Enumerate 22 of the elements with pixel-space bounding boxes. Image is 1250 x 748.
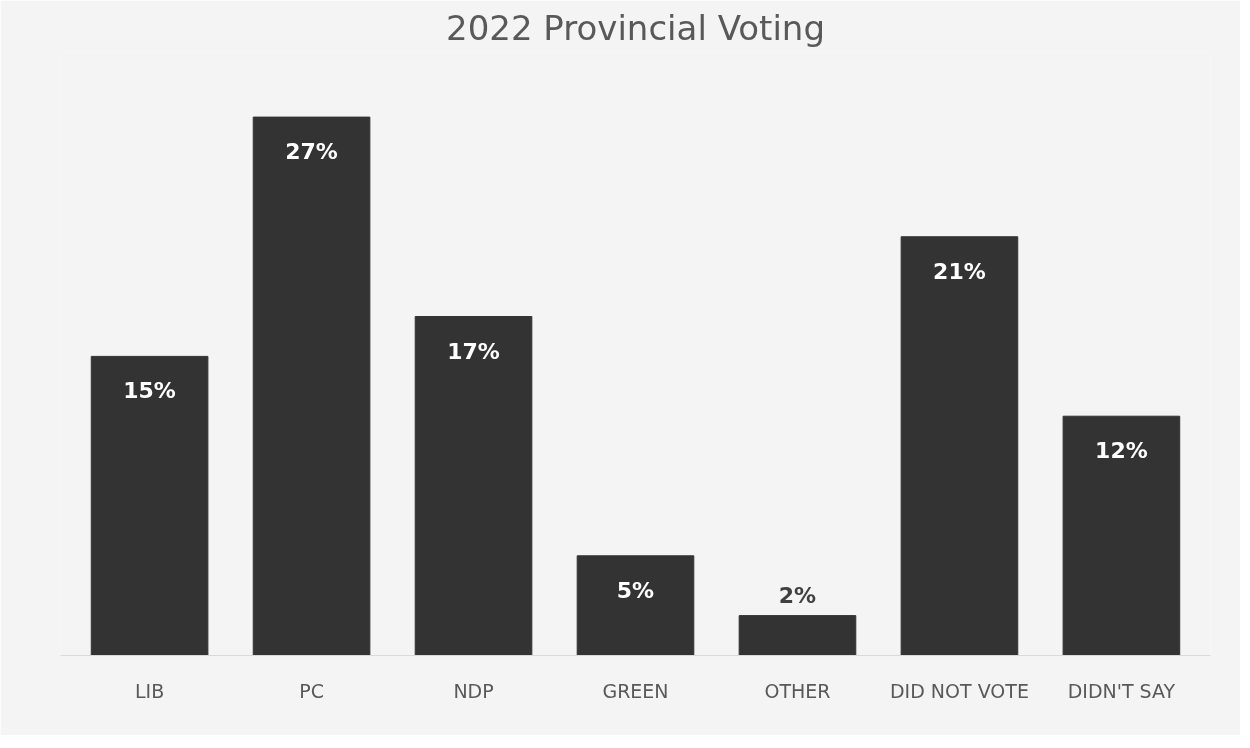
data-label: 5% bbox=[616, 577, 655, 603]
data-label: 12% bbox=[1095, 438, 1148, 464]
bar bbox=[1062, 415, 1181, 656]
data-label: 15% bbox=[123, 378, 176, 404]
data-label: 27% bbox=[285, 139, 338, 165]
data-label: 2% bbox=[778, 582, 817, 608]
data-label: 17% bbox=[447, 338, 500, 364]
bar bbox=[414, 316, 533, 656]
bar bbox=[900, 236, 1019, 656]
x-tick-label: OTHER bbox=[764, 679, 831, 702]
x-tick-label: DID NOT VOTE bbox=[889, 679, 1029, 702]
bar bbox=[576, 555, 695, 656]
data-label: 21% bbox=[933, 258, 986, 284]
bar bbox=[252, 116, 371, 656]
x-tick-label: GREEN bbox=[602, 679, 669, 702]
chart-title: 2022 Provincial Voting bbox=[446, 7, 825, 48]
x-tick-label: DIDN'T SAY bbox=[1067, 679, 1176, 702]
x-tick-label: LIB bbox=[134, 679, 165, 702]
bar bbox=[738, 615, 857, 656]
x-tick-label: PC bbox=[299, 679, 324, 702]
x-tick-label: NDP bbox=[453, 679, 494, 702]
bar bbox=[90, 355, 209, 656]
